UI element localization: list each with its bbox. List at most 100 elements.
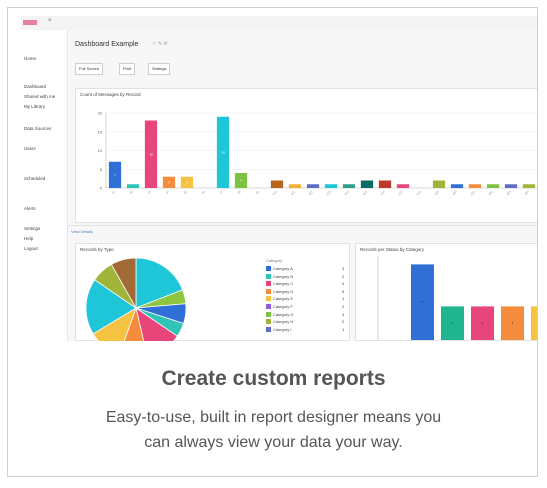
legend-swatch bbox=[266, 273, 271, 279]
legend-item[interactable]: Category B 2 bbox=[266, 273, 344, 281]
legend-item[interactable]: Category F 2 bbox=[266, 304, 344, 311]
view-details-link[interactable]: View Details bbox=[71, 229, 93, 234]
x-tick-label: c20 bbox=[451, 190, 457, 196]
legend-label: Category F bbox=[273, 304, 293, 309]
bar bbox=[324, 184, 338, 188]
legend-value: 3 bbox=[342, 266, 345, 271]
bar-chart-panel: Count of Messages by Record 0 5 10 15 20 7 18 3… bbox=[75, 88, 537, 223]
legend-label: Category H bbox=[273, 319, 294, 325]
legend-title: Category bbox=[266, 258, 283, 263]
x-tick-label: c7 bbox=[219, 190, 224, 195]
sidebar-item[interactable]: Logout bbox=[24, 246, 38, 251]
print-button[interactable]: Print bbox=[119, 63, 136, 75]
legend-swatch bbox=[266, 281, 271, 287]
bar bbox=[504, 184, 518, 188]
x-tick-label: c21 bbox=[469, 190, 475, 196]
caption-title: Create custom reports bbox=[161, 367, 386, 390]
legend-item[interactable]: Category G 3 bbox=[266, 311, 344, 319]
data-label: 4 bbox=[240, 179, 242, 183]
bar bbox=[162, 176, 176, 188]
sidebar-item[interactable]: Scheduled bbox=[24, 176, 46, 181]
y-tick-label: 5 bbox=[100, 167, 103, 172]
bar bbox=[126, 184, 140, 188]
legend-value: 2 bbox=[342, 304, 345, 309]
app-topbar: × bbox=[21, 16, 537, 31]
pie-slice bbox=[135, 257, 184, 309]
data-label: 18 bbox=[149, 152, 153, 156]
x-tick-label: c5 bbox=[183, 190, 188, 195]
legend-value: 5 bbox=[342, 288, 345, 294]
bar bbox=[342, 184, 356, 188]
sidebar-item[interactable]: Help bbox=[24, 236, 34, 241]
pie-slice bbox=[123, 306, 145, 341]
caption-line-1: Easy-to-use, built in report designer me… bbox=[105, 409, 442, 426]
data-label: 19 bbox=[221, 150, 225, 154]
title-action-icons[interactable]: ☆ ✎ ⟳ bbox=[152, 41, 168, 47]
legend-value: 2 bbox=[342, 319, 345, 325]
x-tick-label: c10 bbox=[271, 190, 277, 196]
pie-legend: Category Category A 3 Category B 2 Category … bbox=[266, 258, 351, 341]
data-label: 9 bbox=[422, 300, 424, 304]
sidebar-item[interactable]: Shared with me bbox=[24, 94, 56, 99]
x-tick-label: c2 bbox=[129, 190, 134, 195]
legend-label: Category I bbox=[273, 326, 292, 332]
legend-label: Category C bbox=[273, 281, 294, 287]
bar bbox=[471, 306, 494, 340]
y-tick-label: 20 bbox=[98, 111, 103, 116]
bar bbox=[306, 184, 320, 188]
x-tick-label: c12 bbox=[307, 190, 313, 196]
x-tick-label: c18 bbox=[415, 190, 421, 196]
bar bbox=[441, 306, 464, 340]
legend-label: Category B bbox=[273, 273, 294, 279]
sidebar-item[interactable]: Settings bbox=[24, 226, 41, 231]
app-logo bbox=[23, 20, 37, 25]
legend-item[interactable]: Category A 3 bbox=[266, 266, 344, 273]
pie-slice bbox=[135, 307, 178, 341]
bar bbox=[450, 184, 464, 188]
bar bbox=[108, 161, 122, 188]
legend-item[interactable]: Category D 5 bbox=[266, 288, 344, 296]
sidebar-item[interactable]: Users bbox=[24, 146, 36, 151]
legend-item[interactable]: Category C 4 bbox=[266, 281, 344, 288]
x-tick-label: c3 bbox=[147, 190, 152, 195]
legend-item[interactable]: Category H 2 bbox=[266, 319, 344, 326]
legend-value: 1 bbox=[342, 296, 345, 302]
full-screen-button[interactable]: Full Screen bbox=[75, 63, 104, 75]
legend-label: Category A bbox=[273, 266, 293, 271]
pie-chart-panel: Records by Type Category Category A 3 Cate… bbox=[75, 243, 350, 341]
sidebar-item[interactable]: Alerts bbox=[24, 206, 36, 211]
y-tick-label: 0 bbox=[100, 186, 103, 191]
bar bbox=[234, 173, 248, 188]
bar bbox=[288, 184, 302, 188]
bar bbox=[180, 176, 194, 188]
y-tick-label: 15 bbox=[98, 129, 103, 134]
legend-swatch bbox=[266, 266, 271, 271]
x-tick-label: c23 bbox=[505, 190, 511, 196]
legend-item[interactable]: Category E 1 bbox=[266, 296, 344, 303]
sidebar-item[interactable]: My Library bbox=[24, 104, 46, 109]
x-tick-label: c22 bbox=[487, 190, 493, 196]
close-icon[interactable]: × bbox=[48, 18, 52, 24]
caption-line-2: can always view your data your way. bbox=[144, 434, 403, 451]
x-tick-label: c16 bbox=[379, 190, 385, 196]
y-tick-label: 10 bbox=[98, 148, 103, 153]
sidebar-item[interactable]: Dashboard bbox=[24, 84, 47, 89]
sidebar-item[interactable]: Data Sources bbox=[24, 126, 52, 131]
legend-item[interactable]: Category I 1 bbox=[266, 326, 344, 334]
bar bbox=[501, 306, 524, 340]
left-sidebar: Home Dashboard Shared with me My Library… bbox=[21, 30, 68, 341]
divider bbox=[68, 225, 537, 226]
settings-button[interactable]: Settings bbox=[148, 63, 171, 75]
feature-card: × Home Dashboard Shared with me My Libra… bbox=[7, 7, 538, 477]
legend-value: 4 bbox=[342, 281, 345, 287]
data-label: 4 bbox=[452, 321, 454, 325]
bar bbox=[411, 264, 434, 340]
legend-value: 2 bbox=[342, 273, 345, 279]
dashboard-title: Dashboard Example bbox=[75, 41, 139, 48]
sidebar-item[interactable]: Home bbox=[24, 56, 37, 61]
bottom-bar-chart: 94 4 4 4 bbox=[377, 256, 537, 340]
x-tick-label: c4 bbox=[165, 190, 170, 195]
caption-body: Easy-to-use, built in report designer me… bbox=[8, 405, 537, 455]
bar bbox=[432, 180, 446, 188]
